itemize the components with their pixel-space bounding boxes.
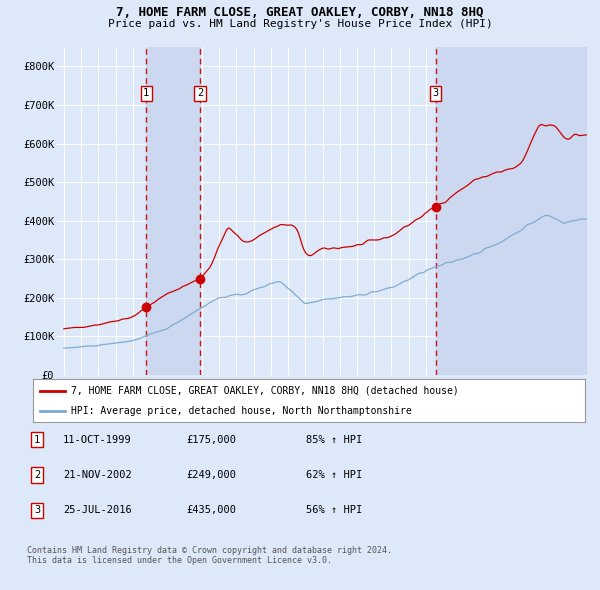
Text: 11-OCT-1999: 11-OCT-1999: [63, 435, 132, 444]
Text: 56% ↑ HPI: 56% ↑ HPI: [306, 506, 362, 515]
Text: £249,000: £249,000: [186, 470, 236, 480]
Text: 21-NOV-2002: 21-NOV-2002: [63, 470, 132, 480]
Text: 2: 2: [34, 470, 40, 480]
Bar: [146, 47, 200, 375]
Bar: [436, 47, 586, 375]
Text: 7, HOME FARM CLOSE, GREAT OAKLEY, CORBY, NN18 8HQ (detached house): 7, HOME FARM CLOSE, GREAT OAKLEY, CORBY,…: [71, 386, 458, 396]
Text: 25-JUL-2016: 25-JUL-2016: [63, 506, 132, 515]
Text: 3: 3: [34, 506, 40, 515]
Text: 1: 1: [34, 435, 40, 444]
Text: £435,000: £435,000: [186, 506, 236, 515]
Text: HPI: Average price, detached house, North Northamptonshire: HPI: Average price, detached house, Nort…: [71, 407, 411, 416]
Text: Price paid vs. HM Land Registry's House Price Index (HPI): Price paid vs. HM Land Registry's House …: [107, 19, 493, 29]
Text: 62% ↑ HPI: 62% ↑ HPI: [306, 470, 362, 480]
Text: Contains HM Land Registry data © Crown copyright and database right 2024.
This d: Contains HM Land Registry data © Crown c…: [27, 546, 392, 565]
Text: 1: 1: [143, 88, 149, 99]
Text: 2: 2: [197, 88, 203, 99]
Text: 85% ↑ HPI: 85% ↑ HPI: [306, 435, 362, 444]
Text: 3: 3: [433, 88, 439, 99]
Text: 7, HOME FARM CLOSE, GREAT OAKLEY, CORBY, NN18 8HQ: 7, HOME FARM CLOSE, GREAT OAKLEY, CORBY,…: [116, 6, 484, 19]
Text: £175,000: £175,000: [186, 435, 236, 444]
